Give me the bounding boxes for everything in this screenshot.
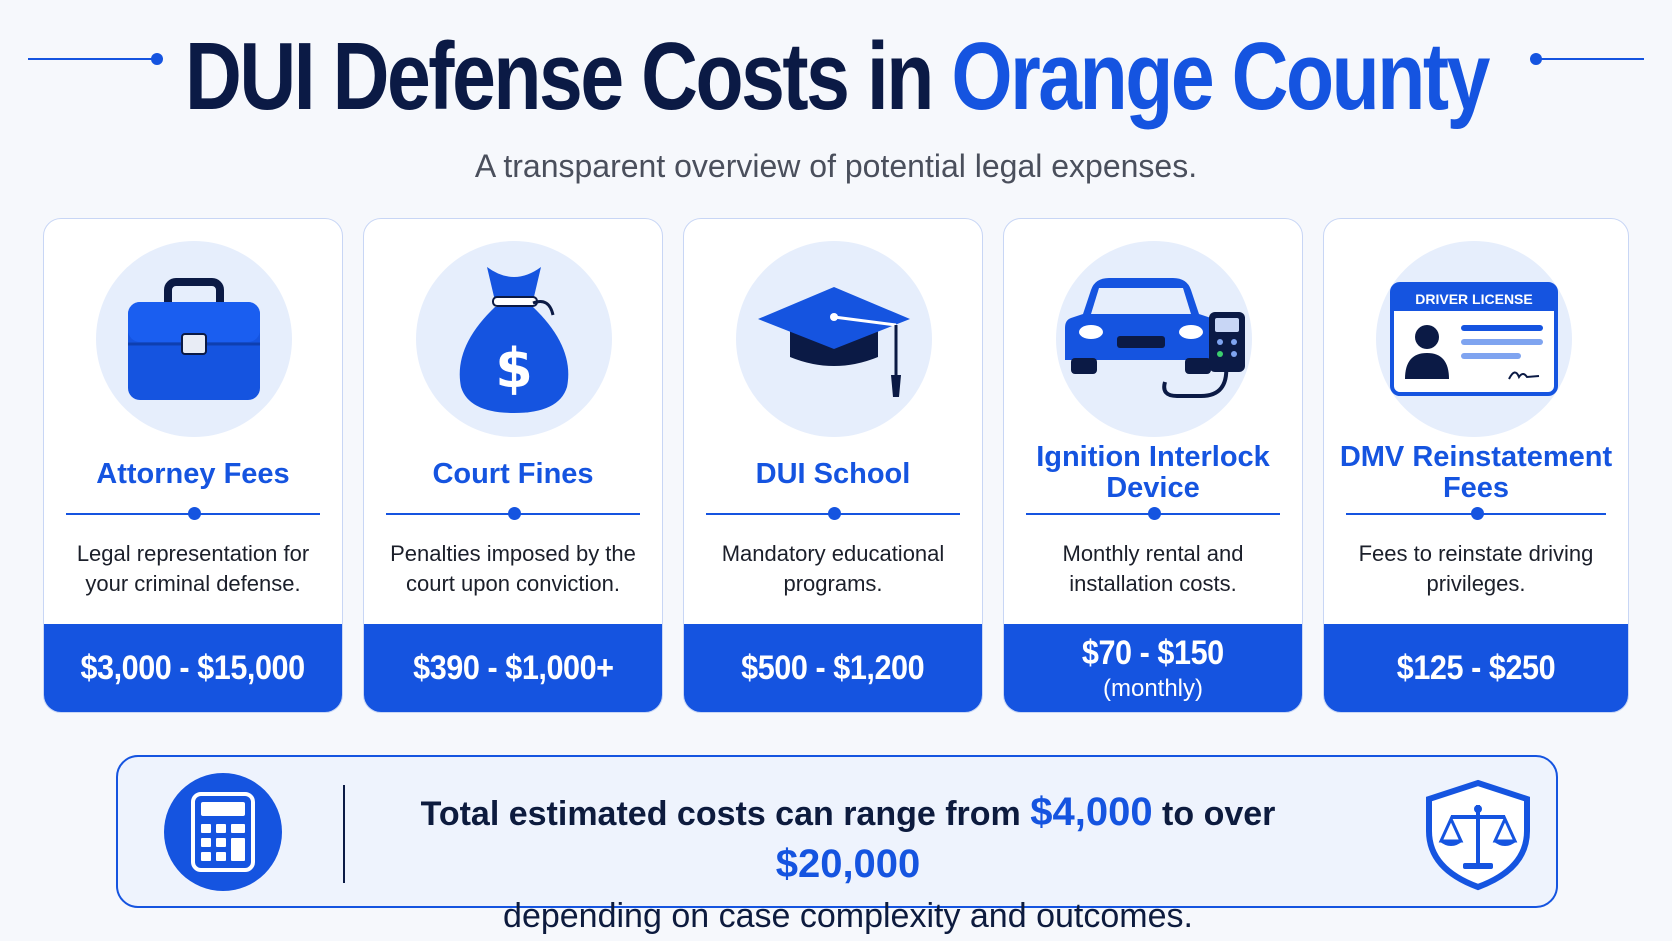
calculator-icon bbox=[191, 792, 255, 872]
summary-lead: Total estimated costs can range from bbox=[420, 795, 1021, 833]
header-rule-left bbox=[28, 58, 156, 60]
price-band: $3,000 - $15,000 bbox=[44, 624, 342, 712]
page-header: DUI Defense Costs in Orange County bbox=[0, 22, 1672, 132]
price-range: $3,000 - $15,000 bbox=[80, 648, 306, 687]
card-description: Fees to reinstate driving privileges. bbox=[1358, 541, 1594, 596]
price-band: $500 - $1,200 bbox=[684, 624, 982, 712]
cost-card-dui-school: DUI School Mandatory educational program… bbox=[683, 218, 983, 713]
price-band: $390 - $1,000+ bbox=[364, 624, 662, 712]
price-range: $70 - $150 bbox=[1082, 633, 1224, 672]
summary-separator bbox=[343, 785, 345, 883]
header-dot-left bbox=[151, 53, 163, 65]
card-description: Legal representation for your criminal d… bbox=[76, 541, 310, 596]
card-title: Court Fines bbox=[432, 458, 594, 490]
divider-dot bbox=[1471, 507, 1484, 520]
page-title: DUI Defense Costs in Orange County bbox=[185, 29, 1490, 125]
cost-card-attorney-fees: Attorney Fees Legal representation for y… bbox=[43, 218, 343, 713]
price-band: $125 - $250 bbox=[1324, 624, 1628, 712]
price-range: $390 - $1,000+ bbox=[412, 648, 614, 687]
card-description: Mandatory educational programs. bbox=[721, 541, 945, 596]
summary-high-amount: $20,000 bbox=[775, 842, 921, 886]
scales-shield-icon bbox=[1426, 779, 1530, 891]
price-band: $70 - $150 (monthly) bbox=[1004, 624, 1302, 712]
icon-circle bbox=[1056, 241, 1252, 437]
icon-circle bbox=[96, 241, 292, 437]
title-part-blue: Orange County bbox=[950, 23, 1490, 130]
cost-card-ignition-interlock: Ignition Interlock Device Monthly rental… bbox=[1003, 218, 1303, 713]
icon-circle bbox=[736, 241, 932, 437]
divider-dot bbox=[508, 507, 521, 520]
calculator-badge bbox=[164, 773, 282, 891]
summary-line-1: Total estimated costs can range from $4,… bbox=[378, 787, 1318, 891]
header-dot-right bbox=[1530, 53, 1542, 65]
summary-text: Total estimated costs can range from $4,… bbox=[378, 787, 1318, 941]
summary-low-amount: $4,000 bbox=[1030, 790, 1153, 834]
cost-card-court-fines: $ Court Fines Penalties imposed by the c… bbox=[363, 218, 663, 713]
summary-banner: Total estimated costs can range from $4,… bbox=[116, 755, 1558, 935]
card-title: DMV Reinstatement Fees bbox=[1339, 441, 1613, 504]
svg-text:$: $ bbox=[495, 337, 533, 400]
graduation-cap-icon bbox=[758, 287, 910, 397]
summary-line-2: depending on case complexity and outcome… bbox=[503, 897, 1193, 935]
price-range: $125 - $250 bbox=[1396, 648, 1556, 687]
briefcase-icon bbox=[128, 278, 260, 400]
card-title: Ignition Interlock Device bbox=[1036, 441, 1270, 504]
card-title: DUI School bbox=[755, 458, 911, 490]
page-subtitle: A transparent overview of potential lega… bbox=[474, 148, 1198, 184]
cost-card-dmv-reinstatement: DRIVER LICENSE DMV Reinstatement Fees Fe… bbox=[1323, 218, 1629, 713]
title-part-dark: DUI Defense Costs in bbox=[184, 23, 934, 130]
driver-license-icon: DRIVER LICENSE bbox=[1390, 282, 1558, 396]
price-note: (monthly) bbox=[1102, 674, 1204, 702]
money-bag-icon: $ bbox=[459, 267, 569, 413]
card-description: Monthly rental and installation costs. bbox=[1062, 541, 1244, 596]
car-interlock-icon bbox=[1065, 278, 1245, 398]
price-range: $500 - $1,200 bbox=[741, 648, 925, 687]
license-label: DRIVER LICENSE bbox=[1415, 291, 1532, 307]
summary-connector: to over bbox=[1162, 795, 1276, 833]
icon-circle: $ bbox=[416, 241, 612, 437]
divider-dot bbox=[828, 507, 841, 520]
divider-dot bbox=[1148, 507, 1161, 520]
card-description: Penalties imposed by the court upon conv… bbox=[390, 541, 636, 596]
icon-circle: DRIVER LICENSE bbox=[1376, 241, 1572, 437]
divider-dot bbox=[188, 507, 201, 520]
card-title: Attorney Fees bbox=[96, 458, 290, 490]
header-rule-right bbox=[1534, 58, 1644, 60]
